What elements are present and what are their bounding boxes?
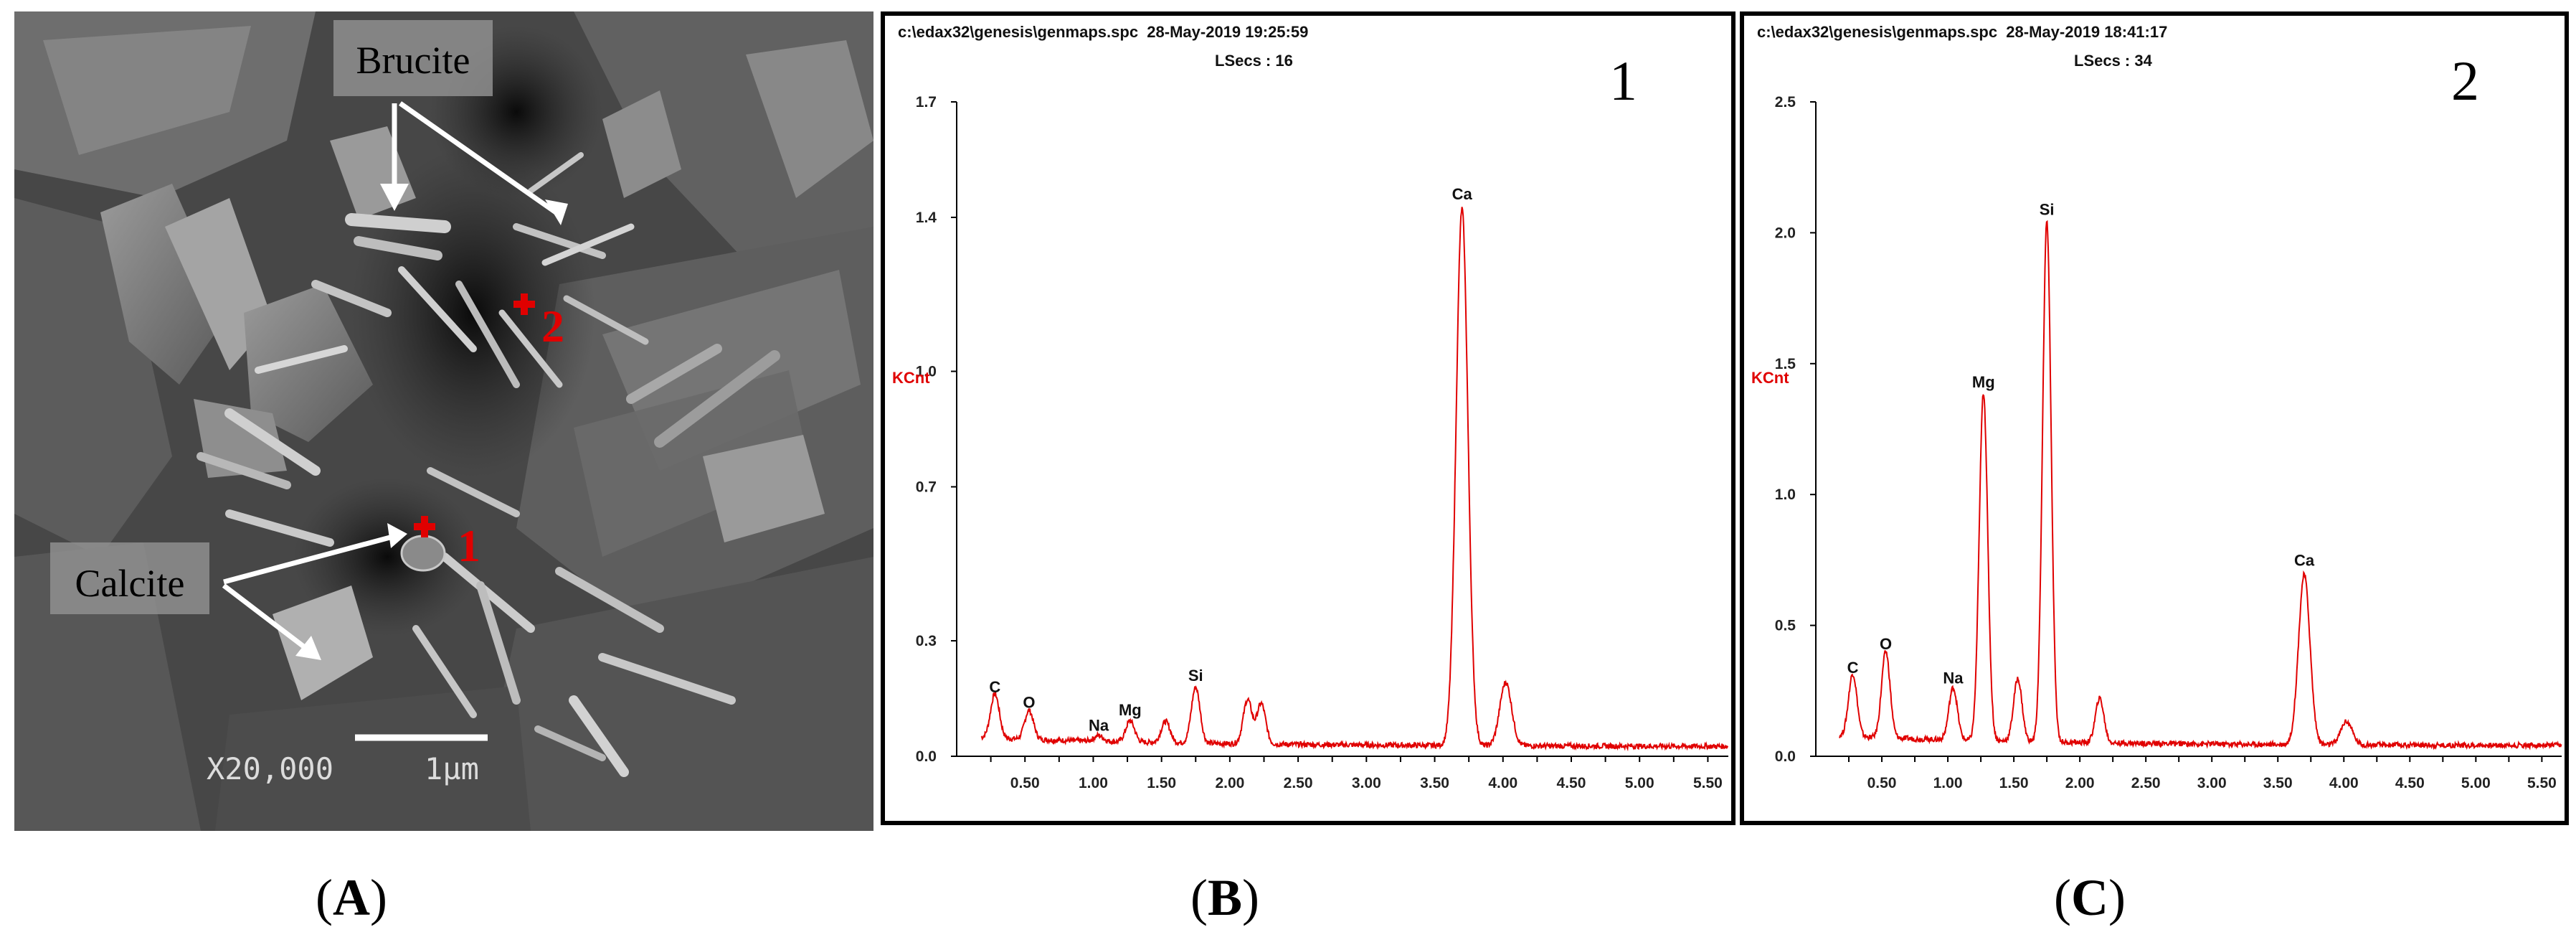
y-axis-label: KCnt	[892, 369, 930, 387]
x-tick-label: 4.50	[2395, 775, 2425, 791]
y-tick-label: 0.0	[1775, 748, 1796, 765]
peak-label-ca: Ca	[1452, 185, 1473, 203]
x-tick-label: 5.00	[1625, 775, 1654, 791]
spectrum-2-lsecs: LSecs : 34	[2074, 52, 2152, 70]
peak-label-mg: Mg	[1119, 701, 1142, 719]
x-tick-label: 1.50	[1147, 775, 1176, 791]
caption-a: (A)	[316, 869, 387, 926]
y-tick-label: 2.0	[1775, 225, 1796, 241]
point-label-1: 1	[458, 520, 480, 571]
x-tick-label: 2.50	[2131, 775, 2161, 791]
peak-label-mg: Mg	[1972, 373, 1995, 391]
point-label-2: 2	[541, 301, 564, 352]
eds-spectrum-panel-2: c:\edax32\genesis\genmaps.spc 28-May-201…	[1740, 11, 2569, 825]
spectrum-line	[980, 207, 1729, 752]
spectrum-1-number: 1	[1609, 50, 1637, 112]
peak-label-c: C	[989, 678, 1000, 696]
point-marker-2	[513, 293, 535, 315]
peak-label-si: Si	[2040, 200, 2055, 218]
sem-background-texture	[14, 11, 873, 831]
x-tick-label: 3.50	[1420, 775, 1449, 791]
spectrum-2-date: 28-May-2019 18:41:17	[2006, 23, 2168, 41]
sem-arrows	[222, 101, 568, 660]
x-tick-label: 5.50	[2527, 775, 2557, 791]
brucite-label-box	[333, 20, 493, 96]
x-tick-label: 0.50	[1867, 775, 1897, 791]
x-tick-label: 5.00	[2461, 775, 2491, 791]
x-tick-label: 3.00	[2197, 775, 2227, 791]
peak-label-o: O	[1023, 693, 1035, 711]
eds-spectrum-panel-1: c:\edax32\genesis\genmaps.spc 28-May-201…	[881, 11, 1736, 825]
spectrum-2-path: c:\edax32\genesis\genmaps.spc	[1757, 23, 1998, 41]
y-tick-label: 0.3	[916, 633, 937, 649]
peak-label-c: C	[1847, 659, 1859, 677]
brucite-label: Brucite	[356, 39, 470, 82]
spectrum-1-plot: 0.0 0.3 0.7 1.0 1.4 1.7 0.50 1.00 1.50 2.00 2.50 3.…	[892, 94, 1729, 791]
x-tick-label: 1.00	[1933, 775, 1963, 791]
spectrum-2-plot: 0.0 0.5 1.0 1.5 2.0 2.5 0.50 1.00 1.50 2.00 2.50 3.…	[1751, 94, 2562, 791]
x-tick-label: 0.50	[1010, 775, 1040, 791]
caption-b: (B)	[1190, 869, 1259, 926]
y-tick-label: 0.7	[916, 479, 937, 495]
point-marker-1	[414, 516, 435, 537]
x-tick-label: 2.50	[1284, 775, 1313, 791]
x-tick-label: 3.50	[2263, 775, 2293, 791]
y-tick-label: 0.5	[1775, 618, 1796, 634]
y-axis-label: KCnt	[1751, 369, 1789, 387]
x-tick-label: 4.00	[1488, 775, 1517, 791]
calcite-label: Calcite	[75, 562, 185, 605]
x-tick-label: 4.50	[1557, 775, 1586, 791]
spectrum-1-lsecs: LSecs : 16	[1215, 52, 1293, 70]
scale-magnification: X20,000	[207, 751, 333, 786]
spectrum-1-date: 28-May-2019 19:25:59	[1147, 23, 1309, 41]
scale-length: 1µm	[425, 751, 479, 786]
peak-label-ca: Ca	[2294, 551, 2315, 569]
y-tick-label: 1.5	[1775, 356, 1796, 372]
x-tick-label: 4.00	[2329, 775, 2359, 791]
y-tick-label: 1.0	[916, 364, 937, 380]
caption-c: (C)	[2054, 869, 2126, 926]
spectrum-1-path: c:\edax32\genesis\genmaps.spc	[898, 23, 1139, 41]
spectrum-line	[1839, 220, 2562, 751]
x-tick-label: 2.00	[1215, 775, 1244, 791]
y-tick-label: 1.7	[916, 94, 937, 110]
y-tick-label: 1.4	[916, 210, 937, 226]
sem-needle-crystals	[196, 152, 780, 777]
y-tick-label: 2.5	[1775, 94, 1796, 110]
x-tick-label: 5.50	[1693, 775, 1723, 791]
x-tick-label: 2.00	[2065, 775, 2095, 791]
spectrum-2-number: 2	[2451, 50, 2479, 112]
calcite-grain	[400, 535, 446, 572]
spectrum-1-header-line: c:\edax32\genesis\genmaps.spc 28-May-201…	[898, 23, 1308, 42]
x-tick-label: 3.00	[1352, 775, 1381, 791]
sem-micrograph: Brucite Calcite 2 1 X20,000 1µm	[14, 11, 873, 831]
calcite-label-box	[50, 542, 209, 614]
peak-label-si: Si	[1188, 667, 1203, 685]
x-tick-label: 1.50	[1999, 775, 2029, 791]
peak-label-o: O	[1880, 635, 1892, 653]
spectrum-2-header-line: c:\edax32\genesis\genmaps.spc 28-May-201…	[1757, 23, 2167, 42]
y-tick-label: 1.0	[1775, 486, 1796, 503]
y-tick-label: 0.0	[916, 748, 937, 765]
peak-label-na: Na	[1089, 717, 1109, 735]
x-tick-label: 1.00	[1079, 775, 1108, 791]
peak-label-na: Na	[1943, 669, 1964, 687]
